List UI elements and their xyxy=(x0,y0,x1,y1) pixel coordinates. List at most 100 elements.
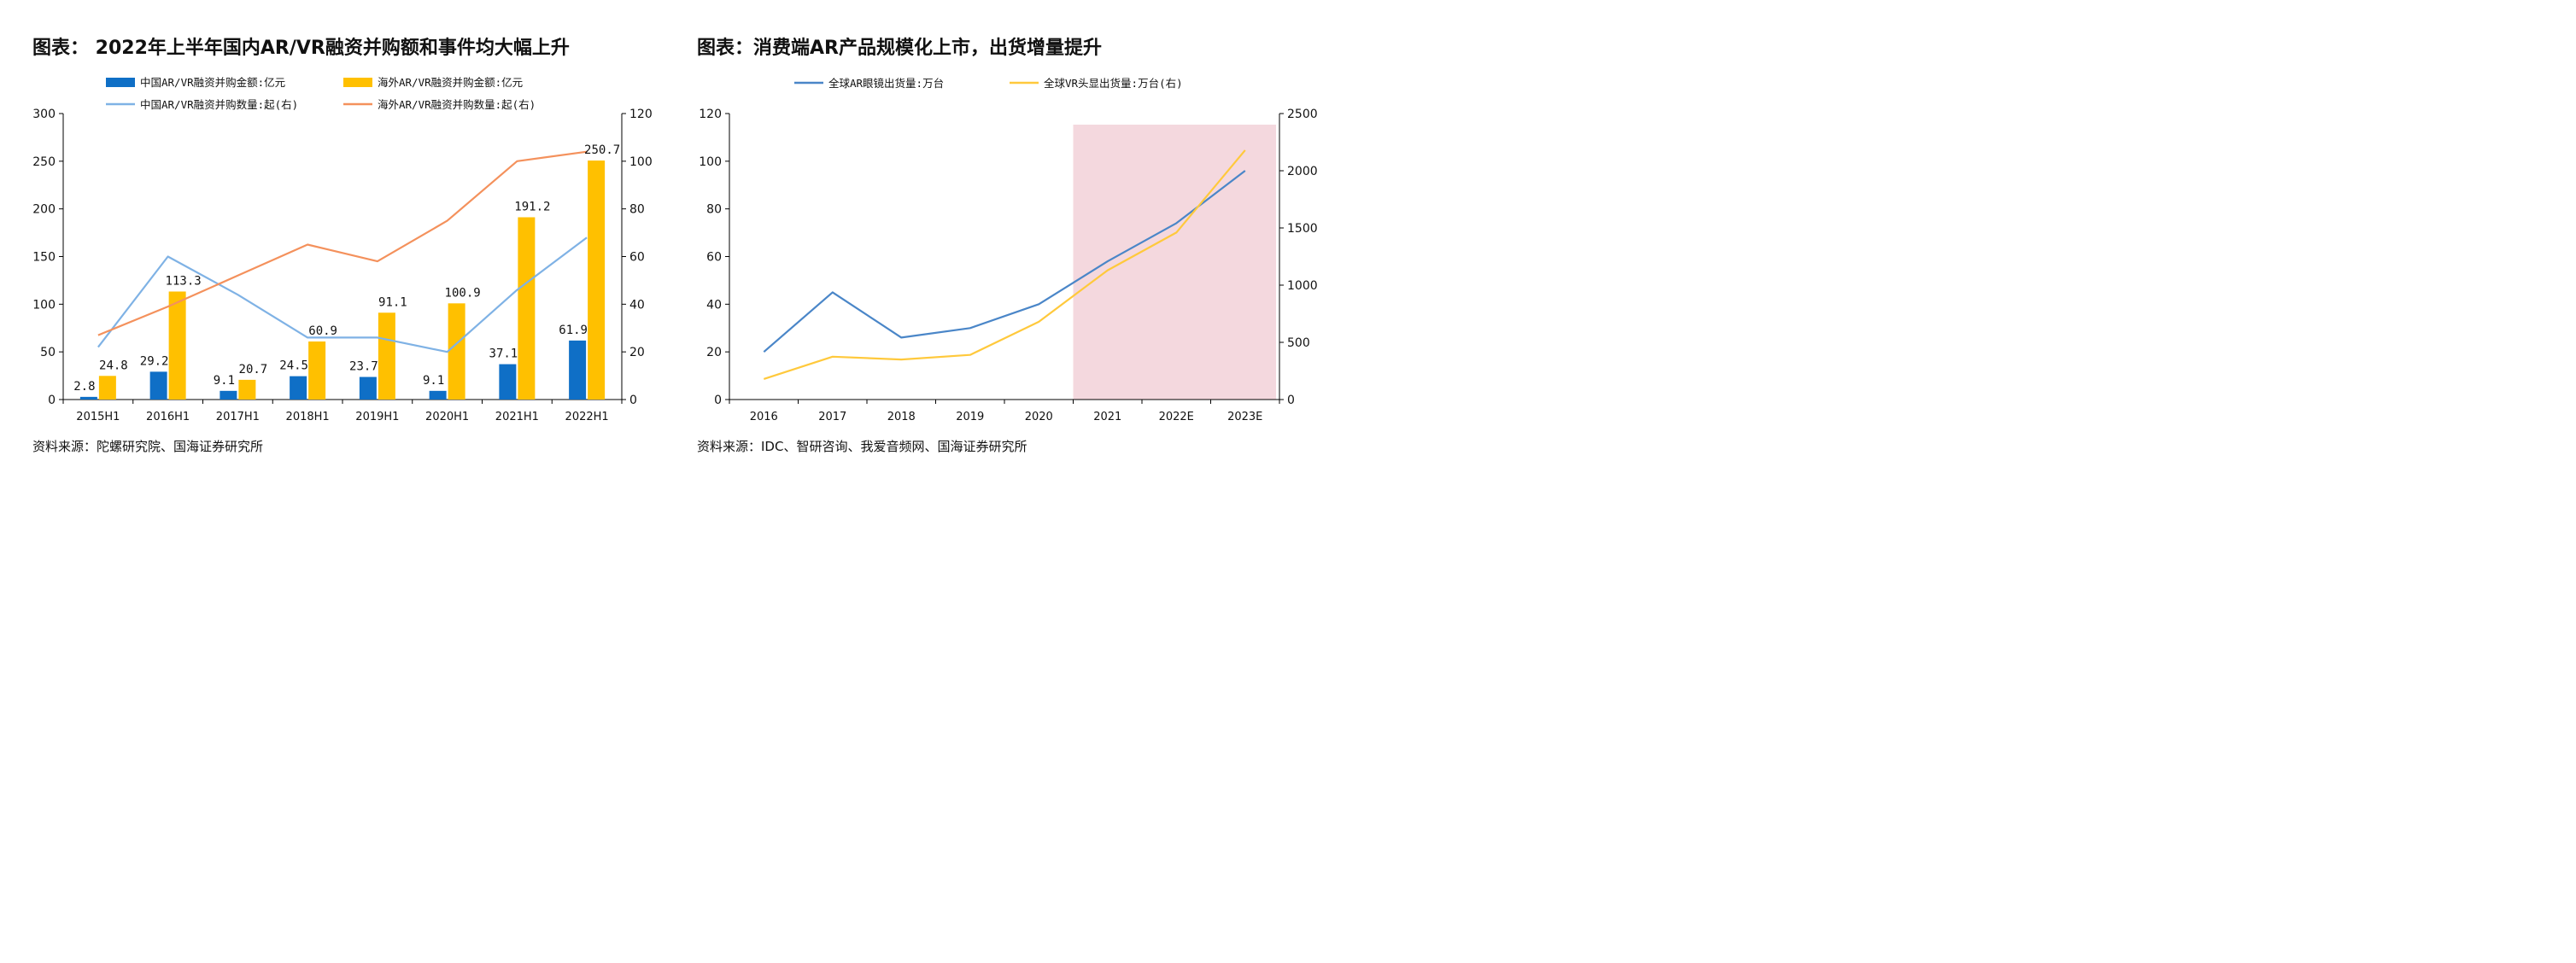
legend-item: 全球VR头显出货量:万台(右) xyxy=(1010,77,1183,90)
bar-china-amount xyxy=(220,390,237,400)
x-tick-label: 2020 xyxy=(1025,411,1053,423)
x-tick-label: 2016H1 xyxy=(146,411,190,423)
x-tick-label: 2021H1 xyxy=(495,411,539,423)
data-label-overseas: 91.1 xyxy=(378,295,407,309)
data-label-overseas: 191.2 xyxy=(514,200,550,213)
left-y-tick-label: 100 xyxy=(32,298,56,312)
legend-item: 中国AR/VR融资并购金额:亿元 xyxy=(106,76,285,89)
x-tick-label: 2018H1 xyxy=(286,411,330,423)
left-chart-panel: 图表： 2022年上半年国内AR/VR融资并购额和事件均大幅上升 中国AR/VR… xyxy=(0,0,670,485)
left-y-tick-label: 50 xyxy=(40,346,56,359)
legend-item: 全球AR眼镜出货量:万台 xyxy=(794,77,944,90)
x-tick-label: 2019 xyxy=(956,411,984,423)
bar-overseas-amount xyxy=(168,291,186,400)
right-chart-source: 资料来源：IDC、智研咨询、我爱音频网、国海证券研究所 xyxy=(697,439,1027,454)
bar-overseas-amount xyxy=(518,217,536,400)
legend-swatch xyxy=(343,78,372,87)
legend-label: 中国AR/VR融资并购金额:亿元 xyxy=(140,76,285,89)
right-y-tick-label: 80 xyxy=(629,203,645,217)
bar-overseas-amount xyxy=(238,379,256,400)
x-tick-label: 2023E xyxy=(1227,411,1262,423)
line-china-count xyxy=(97,236,588,353)
right-y-tick-label: 1500 xyxy=(1287,222,1318,236)
right-y-tick-label: 2000 xyxy=(1287,165,1318,178)
left-y-tick-label: 150 xyxy=(32,251,56,265)
data-label-china: 9.1 xyxy=(214,374,235,388)
left-y-tick-label: 80 xyxy=(706,203,722,217)
right-chart: 全球AR眼镜出货量:万台 全球VR头显出货量:万台(右) 0 20 40 60 80 100 1… xyxy=(699,77,1318,423)
x-tick-label: 2022E xyxy=(1159,411,1194,423)
line-ar-glasses-shipments xyxy=(763,170,1246,353)
data-label-overseas: 60.9 xyxy=(308,324,337,338)
data-label-china: 24.5 xyxy=(279,359,308,373)
x-tick-label: 2020H1 xyxy=(425,411,469,423)
left-y-tick-label: 0 xyxy=(48,394,56,407)
line-overseas-count xyxy=(97,150,588,336)
legend-item: 海外AR/VR融资并购数量:起(右) xyxy=(343,98,536,111)
bar-china-amount xyxy=(569,340,587,400)
x-tick-label: 2016 xyxy=(750,411,778,423)
right-y-tick-label: 0 xyxy=(629,394,637,407)
bar-overseas-amount xyxy=(98,376,116,400)
right-chart-panel: 图表：消费端AR产品规模化上市，出货增量提升 全球AR眼镜出货量:万台 全球VR头… xyxy=(670,0,1339,485)
data-label-overseas: 113.3 xyxy=(166,274,202,288)
legend-item: 中国AR/VR融资并购数量:起(右) xyxy=(106,98,298,111)
right-y-tick-label: 0 xyxy=(1287,394,1295,407)
right-y-tick-label: 500 xyxy=(1287,336,1310,350)
data-label-overseas: 24.8 xyxy=(99,359,128,372)
x-tick-label: 2015H1 xyxy=(76,411,120,423)
bar-china-amount xyxy=(290,376,307,400)
bar-overseas-amount xyxy=(588,160,606,400)
forecast-shaded-region xyxy=(1073,125,1276,400)
left-chart-title: 图表： 2022年上半年国内AR/VR融资并购额和事件均大幅上升 xyxy=(32,38,570,59)
right-y-tick-label: 1000 xyxy=(1287,279,1318,293)
data-label-china: 23.7 xyxy=(349,360,378,374)
left-y-tick-label: 60 xyxy=(706,251,722,265)
right-y-tick-label: 100 xyxy=(629,155,653,169)
left-y-tick-label: 20 xyxy=(706,346,722,359)
x-tick-label: 2022H1 xyxy=(565,411,609,423)
bar-china-amount xyxy=(79,396,97,400)
legend-label: 海外AR/VR融资并购数量:起(右) xyxy=(378,98,536,111)
left-y-tick-label: 200 xyxy=(32,203,56,217)
bar-china-amount xyxy=(429,390,447,400)
x-tick-label: 2017 xyxy=(818,411,846,423)
bar-china-amount xyxy=(359,376,377,400)
data-label-china: 9.1 xyxy=(423,374,444,388)
right-y-tick-label: 2500 xyxy=(1287,108,1318,121)
line-vr-headset-shipments xyxy=(763,149,1246,380)
legend-label: 全球AR眼镜出货量:万台 xyxy=(828,77,944,90)
right-y-tick-label: 20 xyxy=(629,346,645,359)
legend-label: 中国AR/VR融资并购数量:起(右) xyxy=(140,98,298,111)
bar-overseas-amount xyxy=(378,312,395,400)
x-tick-label: 2018 xyxy=(887,411,916,423)
data-label-china: 37.1 xyxy=(489,347,518,361)
left-chart: 中国AR/VR融资并购金额:亿元 海外AR/VR融资并购金额:亿元中国AR/VR融… xyxy=(32,76,653,423)
bar-china-amount xyxy=(499,364,517,400)
legend-label: 全球VR头显出货量:万台(右) xyxy=(1044,77,1183,90)
left-y-tick-label: 250 xyxy=(32,155,56,169)
legend-item: 海外AR/VR融资并购金额:亿元 xyxy=(343,76,523,89)
right-y-tick-label: 120 xyxy=(629,108,653,121)
data-label-overseas: 20.7 xyxy=(239,363,268,376)
bar-overseas-amount xyxy=(448,303,465,400)
legend-label: 海外AR/VR融资并购金额:亿元 xyxy=(378,76,523,89)
left-y-tick-label: 120 xyxy=(699,108,722,121)
left-y-tick-label: 100 xyxy=(699,155,722,169)
legend-swatch xyxy=(106,78,135,87)
data-label-china: 2.8 xyxy=(73,380,95,394)
left-chart-source: 资料来源：陀螺研究院、国海证券研究所 xyxy=(32,439,264,454)
left-y-tick-label: 40 xyxy=(706,298,722,312)
data-label-china: 29.2 xyxy=(140,354,169,368)
data-label-overseas: 250.7 xyxy=(584,143,620,157)
x-tick-label: 2019H1 xyxy=(355,411,399,423)
bar-overseas-amount xyxy=(308,341,326,400)
right-y-tick-label: 40 xyxy=(629,298,645,312)
left-y-tick-label: 0 xyxy=(714,394,722,407)
data-label-overseas: 100.9 xyxy=(445,286,481,300)
x-tick-label: 2021 xyxy=(1093,411,1121,423)
bar-china-amount xyxy=(149,371,167,400)
right-chart-title: 图表：消费端AR产品规模化上市，出货增量提升 xyxy=(697,38,1102,59)
data-label-china: 61.9 xyxy=(559,324,588,337)
x-tick-label: 2017H1 xyxy=(216,411,260,423)
